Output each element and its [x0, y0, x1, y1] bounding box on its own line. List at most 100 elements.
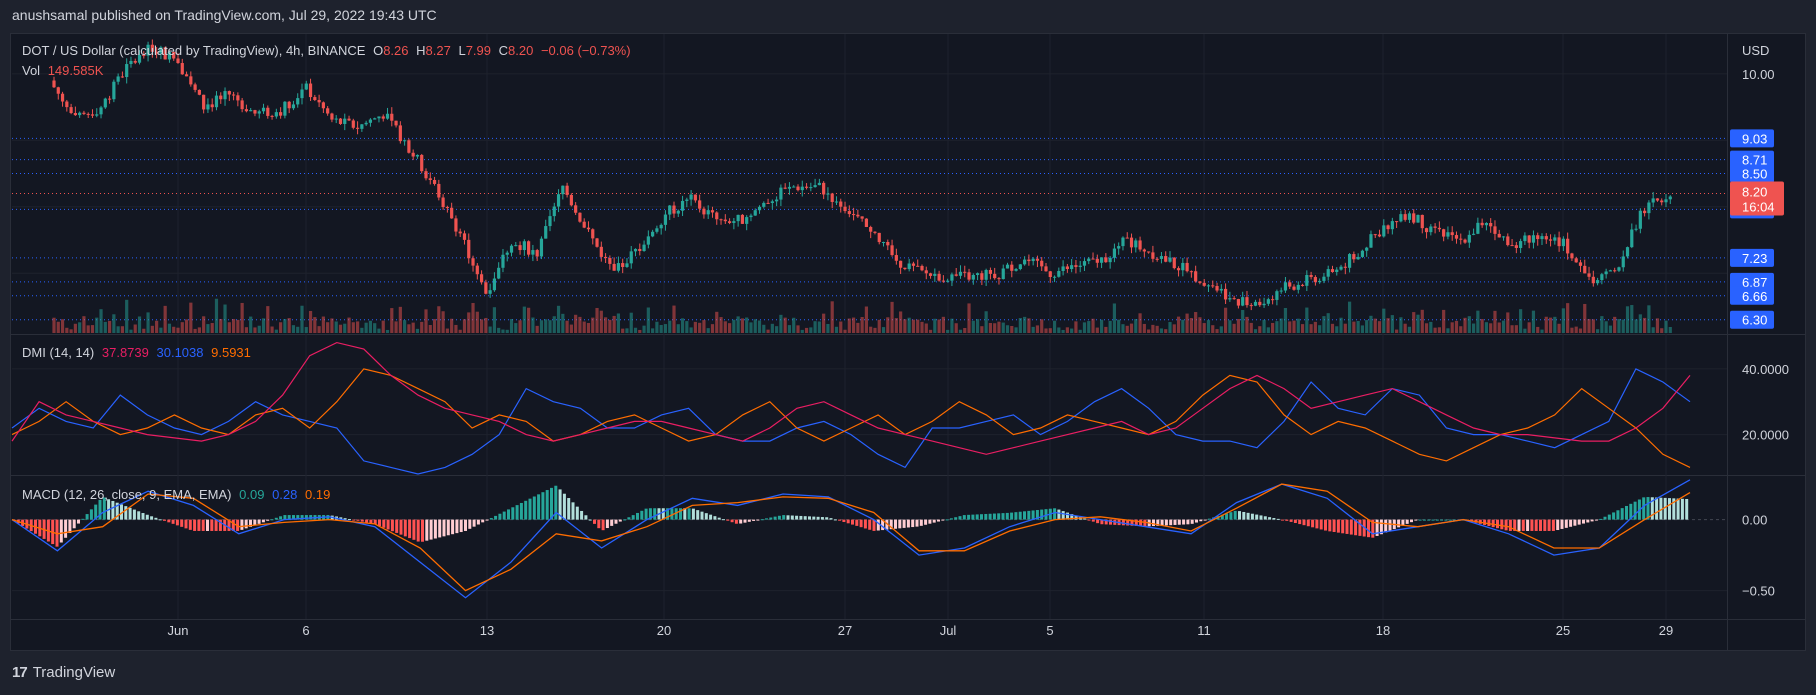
volume-bar — [1112, 303, 1117, 333]
volume-bar — [1668, 327, 1672, 333]
volume-bar — [719, 317, 723, 333]
macd-hist-bar — [339, 517, 343, 520]
macd-signal-value: 0.19 — [305, 487, 331, 502]
volume-bar — [822, 313, 826, 333]
candle — [753, 210, 757, 216]
macd-hist-bar — [902, 519, 906, 528]
candle — [1147, 251, 1151, 253]
volume-bar — [458, 329, 462, 333]
macd-hist-bar — [1629, 503, 1633, 520]
macd-hist-bar — [1156, 519, 1160, 526]
macd-hist-bar — [1164, 519, 1168, 526]
candle — [527, 241, 531, 255]
macd-hist-bar — [511, 507, 515, 520]
volume-bar — [1194, 312, 1198, 333]
macd-axis-label: −0.50 — [1742, 584, 1775, 599]
volume-bar — [180, 322, 184, 333]
macd-label[interactable]: MACD (12, 26, close, 9, EMA, EMA) — [22, 487, 232, 502]
volume-bar — [1121, 324, 1125, 333]
candle — [783, 187, 787, 189]
volume-bar — [770, 323, 774, 333]
macd-hist-bar — [992, 513, 996, 520]
macd-hist-bar — [253, 519, 257, 526]
volume-bar — [163, 305, 167, 333]
macd-hist-bar — [1324, 519, 1327, 531]
volume-bar — [1253, 329, 1258, 333]
candle — [535, 250, 539, 257]
macd-hist-bar — [1169, 519, 1173, 526]
volume-bar — [633, 327, 638, 333]
macd-hist-bar — [661, 508, 665, 520]
macd-hist-bar — [1220, 514, 1224, 520]
macd-hist-bar — [1435, 519, 1439, 521]
macd-hist-bar — [636, 512, 639, 520]
footer-brand[interactable]: TradingView — [32, 664, 116, 681]
volume-bar — [740, 318, 745, 333]
macd-hist-bar — [1336, 519, 1340, 533]
macd-hist-bar — [846, 519, 850, 524]
candle — [501, 254, 505, 268]
volume-bar — [1241, 310, 1245, 333]
macd-hist-bar — [1354, 519, 1358, 536]
volume-bar — [1343, 323, 1347, 333]
candle — [274, 112, 278, 117]
macd-hist-bar — [747, 519, 751, 522]
volume-bar — [210, 323, 214, 333]
candle — [385, 113, 390, 119]
candle — [184, 74, 189, 77]
price-axis-label: 7.23 — [1742, 251, 1767, 266]
currency-label[interactable]: USD — [1742, 43, 1770, 58]
candle — [1651, 198, 1655, 203]
macd-hist-bar — [1526, 519, 1530, 531]
symbol-title[interactable]: DOT / US Dollar (calculated by TradingVi… — [22, 43, 366, 58]
macd-hist-bar — [1293, 519, 1297, 523]
volume-bar — [398, 306, 402, 333]
macd-hist-bar — [1061, 511, 1065, 520]
candle — [210, 104, 214, 108]
current-price-tag — [1730, 181, 1784, 216]
candle — [834, 201, 839, 203]
volume-bar — [1129, 323, 1134, 333]
candle — [189, 76, 193, 85]
macd-hist-bar — [648, 508, 652, 520]
candle — [249, 110, 253, 112]
macd-hist-bar — [894, 519, 897, 529]
macd-hist-bar — [829, 518, 833, 520]
macd-hist-bar — [631, 515, 635, 520]
macd-hist-bar — [132, 509, 136, 520]
candle — [676, 210, 680, 214]
volume-bar — [184, 319, 189, 333]
volume-bar — [1463, 317, 1467, 333]
macd-signal-line — [11, 483, 1691, 592]
volume-bar — [492, 307, 497, 333]
macd-hist-bar — [175, 519, 179, 526]
candle — [479, 274, 484, 283]
candle — [954, 274, 958, 276]
macd-hist-bar — [1195, 519, 1198, 523]
macd-hist-bar — [1410, 519, 1413, 523]
candle — [775, 199, 779, 202]
candle — [740, 214, 745, 224]
candle — [437, 183, 441, 198]
candle — [693, 194, 697, 201]
volume-bar — [197, 327, 201, 333]
volume-bar — [1271, 322, 1275, 333]
macd-hist-bar — [889, 519, 893, 530]
candle — [1390, 221, 1394, 230]
macd-hist-bar — [1358, 519, 1362, 536]
macd-hist-bar — [967, 514, 971, 520]
macd-hist-bar — [188, 519, 192, 530]
volume-bar — [347, 317, 351, 333]
macd-hist-bar — [691, 508, 695, 520]
volume-label[interactable]: Vol — [22, 63, 41, 78]
volume-bar — [698, 322, 702, 333]
dmi-label[interactable]: DMI (14, 14) — [22, 345, 95, 360]
volume-bar — [993, 323, 997, 333]
macd-hist-bar — [356, 519, 360, 521]
macd-hist-bar — [958, 516, 962, 520]
macd-hist-bar — [257, 519, 261, 524]
candle — [1065, 266, 1069, 270]
candle — [458, 231, 462, 234]
macd-hist-bar — [1121, 519, 1125, 526]
volume-bar — [103, 321, 107, 333]
